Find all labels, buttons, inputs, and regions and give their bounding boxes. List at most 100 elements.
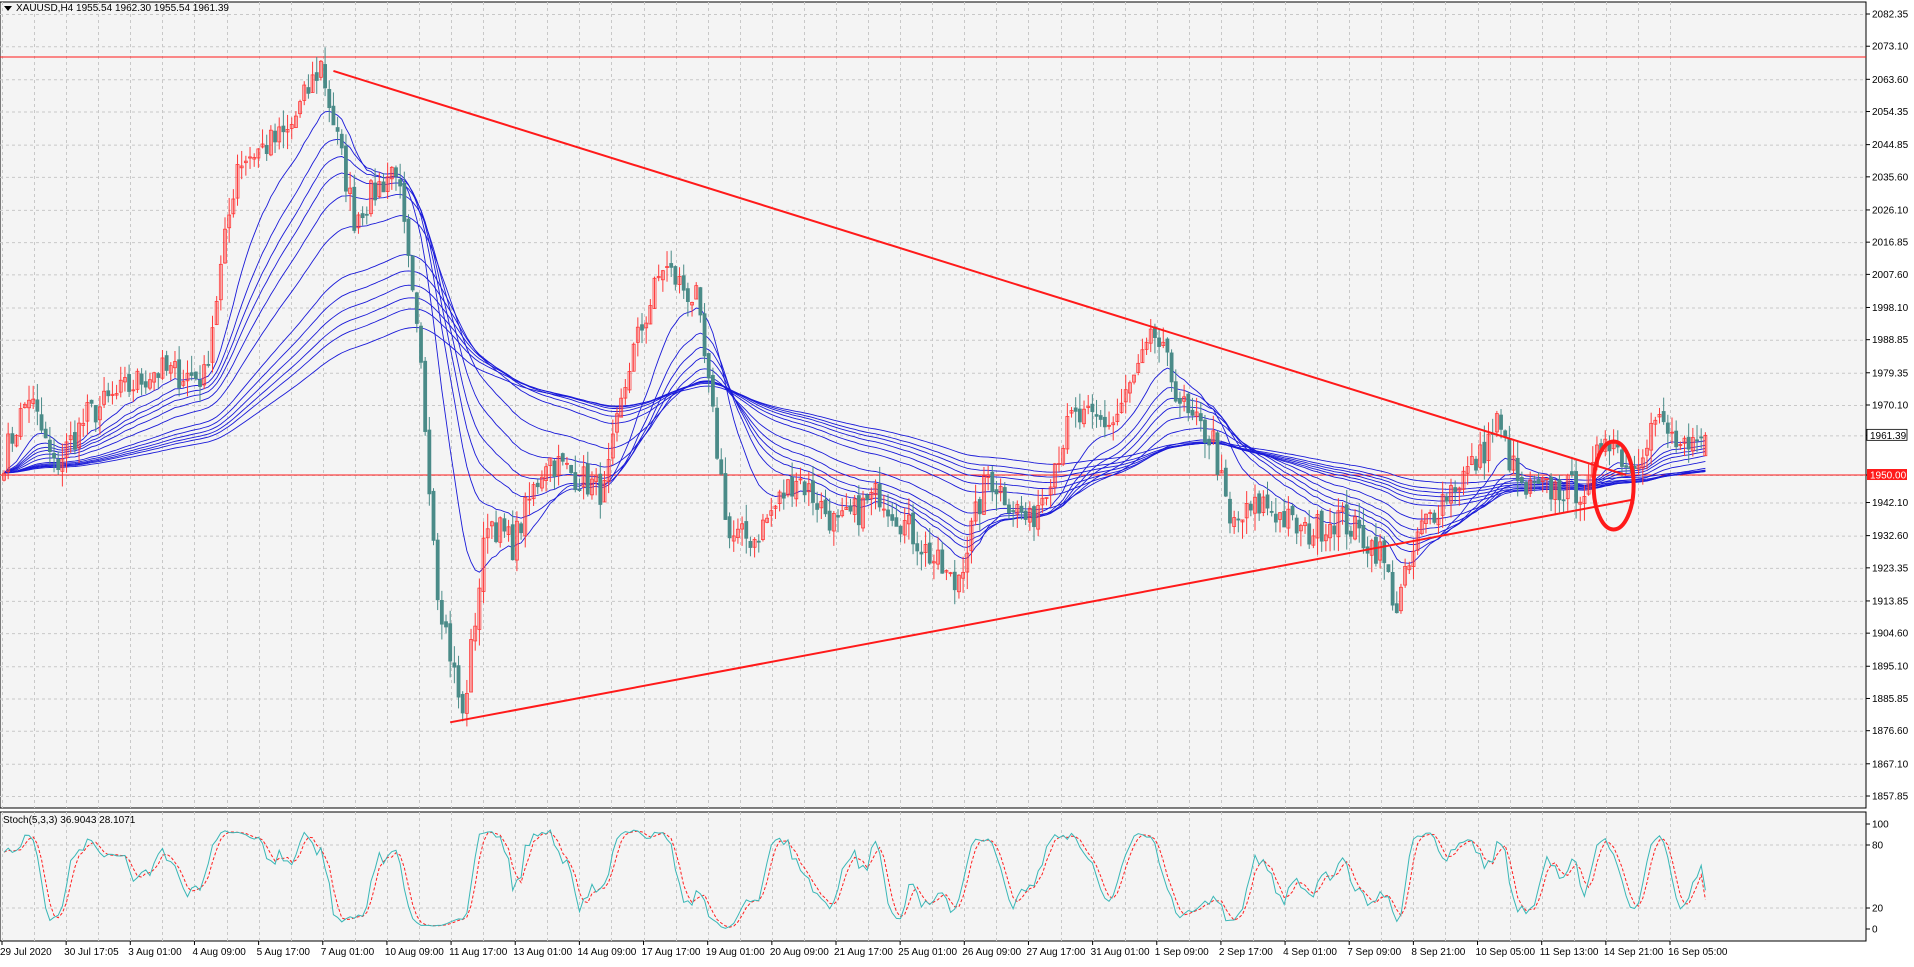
candle-body xyxy=(502,518,507,532)
candle-body xyxy=(685,288,690,302)
candle-body xyxy=(569,465,574,473)
candle-body xyxy=(752,538,757,548)
candle-body xyxy=(1082,408,1086,425)
candle-body xyxy=(210,327,215,363)
y-tick-label: 2054.35 xyxy=(1872,107,1909,118)
candle-body xyxy=(227,214,232,229)
candle-body xyxy=(281,125,286,133)
candle-body xyxy=(235,164,240,199)
candle-body xyxy=(1307,523,1312,545)
y-tick-label: 1942.10 xyxy=(1872,498,1909,509)
candle-body xyxy=(1528,479,1533,494)
candle-body xyxy=(1424,513,1428,524)
stoch-y-tick-label: 20 xyxy=(1872,904,1884,915)
candle-body xyxy=(369,180,373,215)
candle-body xyxy=(1215,432,1220,475)
candle-body xyxy=(18,408,23,437)
candle-body xyxy=(715,407,719,459)
candle-body xyxy=(648,305,653,325)
candle-body xyxy=(1182,396,1187,402)
candle-body xyxy=(1190,409,1195,416)
candle-body xyxy=(131,389,136,392)
candle-body xyxy=(1298,524,1303,532)
x-tick-label: 26 Aug 09:00 xyxy=(962,947,1021,958)
candle-body xyxy=(72,432,77,450)
dropdown-triangle-icon[interactable] xyxy=(4,6,12,11)
candle-body xyxy=(1328,523,1332,539)
candle-body xyxy=(936,549,940,565)
candle-body xyxy=(231,198,236,215)
candle-body xyxy=(1169,352,1174,383)
candle-body xyxy=(1444,496,1449,502)
candle-body xyxy=(444,621,448,628)
candle-body xyxy=(1219,470,1224,474)
candle-body xyxy=(419,325,423,363)
candle-body xyxy=(727,516,732,539)
candle-body xyxy=(1240,519,1245,523)
candle-body xyxy=(906,514,911,525)
candle-body xyxy=(711,375,715,407)
candle-body xyxy=(364,213,369,216)
candle-body xyxy=(1186,393,1191,414)
candle-body xyxy=(344,145,348,192)
candle-body xyxy=(485,528,490,539)
candle-body xyxy=(681,275,686,291)
trendlines[interactable] xyxy=(333,69,1635,724)
y-tick-label: 2063.60 xyxy=(1872,75,1909,86)
y-tick-label: 1876.60 xyxy=(1872,726,1909,737)
candle-body xyxy=(565,462,569,465)
candle-body xyxy=(181,381,186,386)
candle-body xyxy=(581,466,586,488)
candle-body xyxy=(665,266,669,268)
candle-body xyxy=(1545,478,1549,480)
candle-body xyxy=(1319,510,1324,542)
symbol-label: XAUUSD,H4 xyxy=(16,3,74,14)
candle-body xyxy=(932,561,936,564)
candle-body xyxy=(744,521,749,539)
x-tick-label: 14 Aug 09:00 xyxy=(577,947,636,958)
candle-body xyxy=(619,397,624,418)
candle-body xyxy=(439,600,444,625)
stoch-y-tick-label: 0 xyxy=(1872,925,1878,936)
candle-body xyxy=(919,551,924,555)
candle-body xyxy=(590,478,594,496)
candle-body xyxy=(127,374,131,392)
candle-body xyxy=(819,500,824,509)
y-tick-label: 1998.10 xyxy=(1872,303,1909,314)
candle-body xyxy=(1394,603,1399,614)
candle-body xyxy=(469,639,473,693)
candle-body xyxy=(260,143,265,148)
candle-body xyxy=(1336,510,1341,538)
candle-body xyxy=(198,379,202,387)
candle-body xyxy=(139,373,144,385)
candle-body xyxy=(1419,520,1424,535)
candle-body xyxy=(627,371,632,391)
candle-body xyxy=(515,520,519,561)
ema-line xyxy=(3,308,1706,490)
candle-body xyxy=(81,422,86,426)
x-tick-label: 29 Jul 2020 xyxy=(0,947,52,958)
candle-body xyxy=(319,60,323,78)
y-tick-label: 2026.10 xyxy=(1872,205,1909,216)
x-tick-label: 14 Sep 21:00 xyxy=(1604,947,1664,958)
candle-body xyxy=(464,692,469,714)
candle-body xyxy=(1461,470,1466,490)
candle-body xyxy=(389,166,394,180)
x-tick-label: 10 Aug 09:00 xyxy=(385,947,444,958)
candle-body xyxy=(435,539,440,601)
x-tick-label: 1 Sep 09:00 xyxy=(1155,947,1209,958)
candle-body xyxy=(998,486,1003,494)
candle-body xyxy=(22,403,27,409)
candle-body xyxy=(635,326,640,343)
y-tick-label: 2016.85 xyxy=(1872,238,1909,249)
candle-body xyxy=(335,127,340,132)
candle-body xyxy=(1282,511,1287,528)
candle-body xyxy=(1311,535,1316,546)
candle-body xyxy=(239,165,244,169)
candle-body xyxy=(448,623,453,662)
candle-body xyxy=(1457,487,1462,492)
candle-body xyxy=(1474,458,1478,471)
y-tick-label: 2035.60 xyxy=(1872,172,1909,183)
